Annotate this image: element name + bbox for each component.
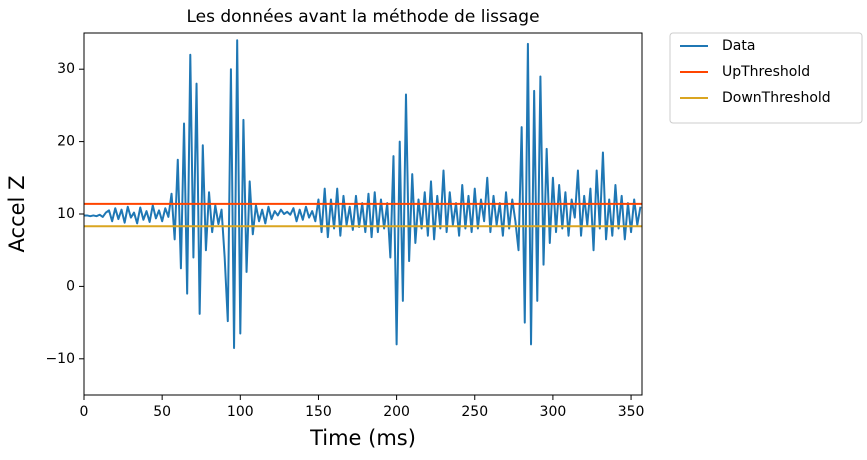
legend-label: Data bbox=[722, 38, 755, 54]
series-line bbox=[84, 39, 642, 349]
x-tick-label: 200 bbox=[383, 404, 410, 420]
chart-title: Les données avant la méthode de lissage bbox=[186, 7, 539, 27]
y-tick-label: 30 bbox=[57, 61, 75, 77]
x-tick-label: 250 bbox=[461, 404, 488, 420]
x-tick-label: 300 bbox=[540, 404, 567, 420]
x-tick-label: 150 bbox=[305, 404, 332, 420]
y-tick-label: 0 bbox=[66, 278, 75, 294]
legend-label: UpThreshold bbox=[722, 64, 810, 80]
x-tick-label: 50 bbox=[153, 404, 171, 420]
x-tick-label: 0 bbox=[80, 404, 89, 420]
x-tick-label: 350 bbox=[618, 404, 645, 420]
legend-box bbox=[669, 32, 863, 124]
x-tick-label: 100 bbox=[227, 404, 254, 420]
legend-label: DownThreshold bbox=[722, 90, 831, 106]
legend: Data UpThreshold DownThreshold bbox=[669, 32, 863, 124]
y-tick-label: 10 bbox=[57, 206, 75, 222]
y-tick-label: −10 bbox=[45, 351, 75, 367]
y-axis-label: Accel Z bbox=[5, 176, 29, 253]
y-tick-label: 20 bbox=[57, 134, 75, 150]
plot-frame bbox=[83, 32, 643, 396]
x-axis-label: Time (ms) bbox=[309, 426, 416, 450]
